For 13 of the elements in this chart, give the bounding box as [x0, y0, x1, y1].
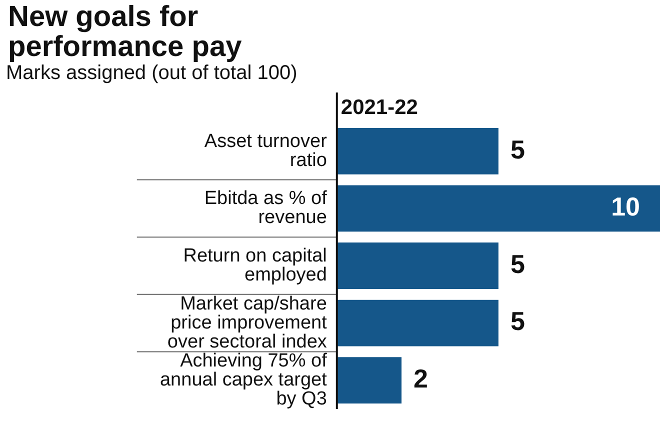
- y-tick-label: Market cap/share price improvement over sectoral index: [167, 293, 328, 352]
- annotation: 2021-22: [340, 96, 418, 119]
- data-label: 5: [510, 134, 525, 164]
- text: Marks assigned (out of total 100): [5, 62, 298, 84]
- chart-title: New goals for performance pay: [7, 0, 243, 63]
- y-tick-label: Achieving 75% of annual capex target by Q3: [160, 350, 328, 410]
- data-label: 5: [510, 248, 525, 279]
- data-label: 2: [414, 364, 428, 394]
- y-tick-label: Return on capital employed: [183, 245, 327, 286]
- data-label: 5: [510, 306, 525, 336]
- y-tick-label: Asset turnover ratio: [204, 130, 328, 171]
- y-tick-label: Ebitda as % of revenue: [204, 188, 328, 228]
- data-label: 10: [611, 192, 640, 222]
